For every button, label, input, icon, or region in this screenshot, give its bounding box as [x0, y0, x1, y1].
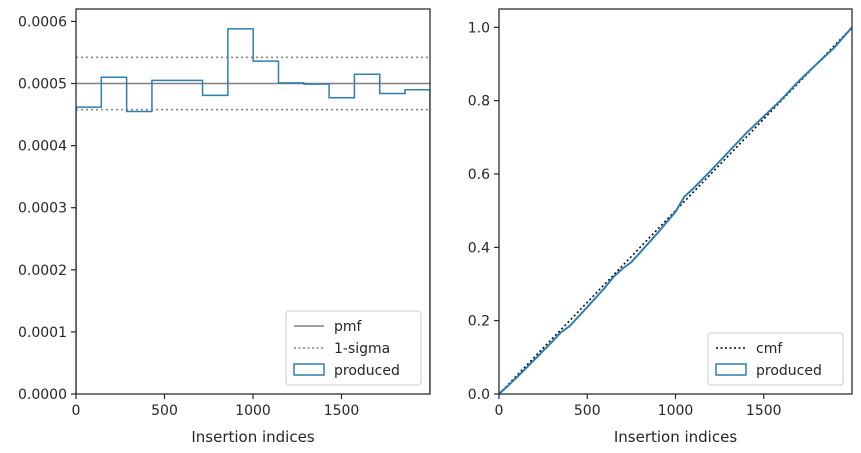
legend-label: produced	[756, 363, 822, 379]
y-tick-label: 0.0001	[18, 325, 67, 341]
x-tick-label: 1000	[235, 403, 271, 419]
x-tick-label: 500	[574, 403, 601, 419]
y-tick-label: 0.0000	[18, 387, 67, 403]
x-tick-label: 0	[72, 403, 81, 419]
legend-label: produced	[334, 363, 400, 379]
y-tick-label: 0.0002	[18, 263, 67, 279]
legend-label: cmf	[756, 341, 783, 357]
left-plot-area	[76, 28, 430, 394]
produced-histogram-step	[76, 28, 430, 394]
pmf-histogram-panel: 0 500 1000 1500 0.00000.00010.00020.00030.0…	[18, 8, 431, 446]
x-tick-label: 500	[151, 403, 178, 419]
y-tick-label: 0.0	[468, 387, 490, 403]
legend-label: 1-sigma	[334, 341, 390, 357]
histogram-bin	[177, 80, 202, 394]
right-plot-area	[499, 26, 852, 394]
y-tick-label: 0.6	[468, 167, 490, 183]
left-axes-frame	[75, 8, 431, 395]
y-tick-label: 0.0005	[18, 77, 67, 93]
x-tick-label: 1500	[324, 403, 360, 419]
right-x-axis-label: Insertion indices	[614, 428, 737, 446]
histogram-bin	[127, 111, 152, 394]
cmf-panel: 0 500 1000 1500 0.0 0.2 0.4 0.6 0.8 1.0 Insertio…	[468, 8, 853, 446]
y-tick-label: 0.0006	[18, 14, 67, 30]
y-tick-label: 0.8	[468, 94, 490, 110]
legend-patch-swatch	[715, 363, 747, 376]
x-tick-label: 1500	[746, 403, 782, 419]
left-x-axis-label: Insertion indices	[191, 428, 314, 446]
y-tick-label: 0.4	[468, 240, 490, 256]
legend-patch-swatch	[293, 363, 325, 376]
produced-cumulative-line	[499, 26, 852, 394]
right-y-ticks: 0.0 0.2 0.4 0.6 0.8 1.0	[468, 20, 499, 403]
right-x-ticks: 0 500 1000 1500	[495, 394, 782, 419]
right-legend: cmf produced	[707, 332, 844, 386]
left-y-ticks: 0.0000 0.0001 0.0002 0.0003 0.0004 0.0005 0.00…	[18, 14, 76, 403]
y-tick-label: 0.2	[468, 314, 490, 330]
y-tick-label: 0.0004	[18, 139, 67, 155]
y-tick-label: 1.0	[468, 20, 490, 36]
histogram-bin	[76, 107, 101, 394]
right-axes-frame	[498, 8, 853, 395]
histogram-bin	[152, 80, 177, 394]
legend-box	[707, 332, 844, 386]
y-tick-label: 0.0003	[18, 201, 67, 217]
x-tick-label: 1000	[658, 403, 694, 419]
histogram-bin	[203, 95, 228, 394]
left-legend: pmf 1-sigma produced	[285, 310, 422, 386]
legend-label: pmf	[334, 319, 363, 335]
left-x-ticks: 0 500 1000 1500	[72, 394, 360, 419]
x-tick-label: 0	[495, 403, 504, 419]
histogram-bin	[101, 77, 126, 394]
histogram-bin	[253, 61, 278, 394]
legend-box	[285, 310, 422, 386]
